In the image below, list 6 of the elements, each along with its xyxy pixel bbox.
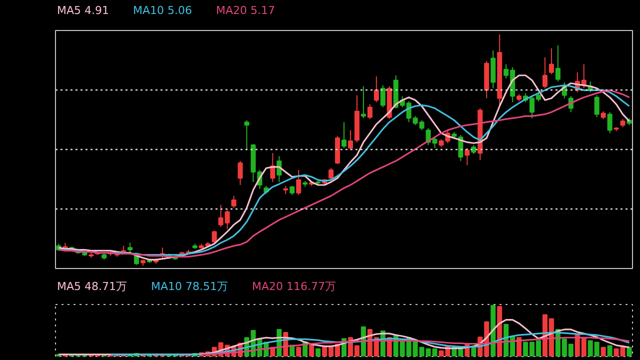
text: MA20 5.17: [216, 4, 276, 17]
text: MA5 48.71万: [57, 280, 128, 293]
text: MA10 5.06: [133, 4, 192, 17]
text: MA5 4.91: [57, 4, 110, 17]
text: MA20 116.77万: [252, 280, 336, 293]
text: MA10 78.51万: [151, 280, 228, 293]
